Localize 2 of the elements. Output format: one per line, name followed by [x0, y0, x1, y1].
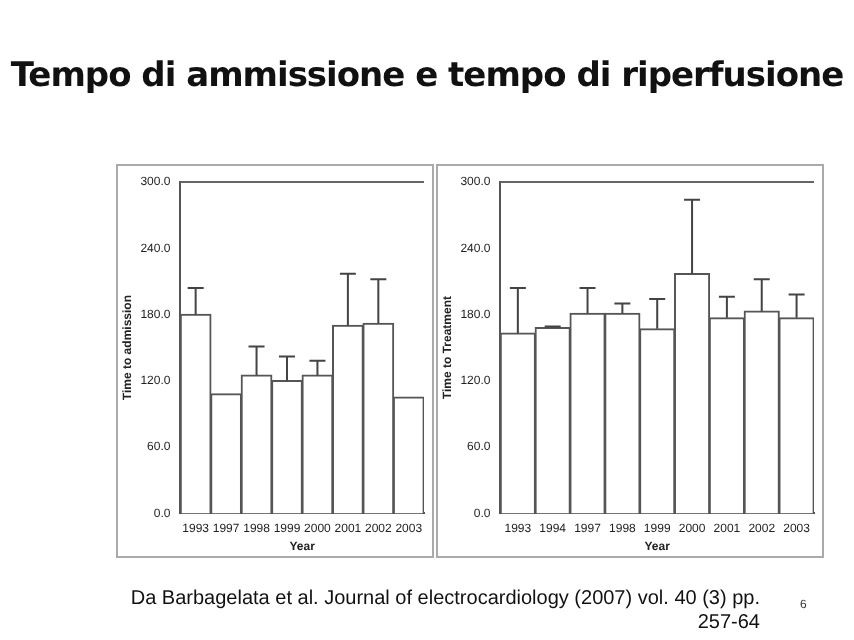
- chart-title: Tempo di ammissione e tempo di riperfusione: [8, 56, 846, 96]
- text: Da Barbagelata et al. Journal of electrocardiology (2007) vol. 40 (3) pp. 257-64: [128, 588, 760, 636]
